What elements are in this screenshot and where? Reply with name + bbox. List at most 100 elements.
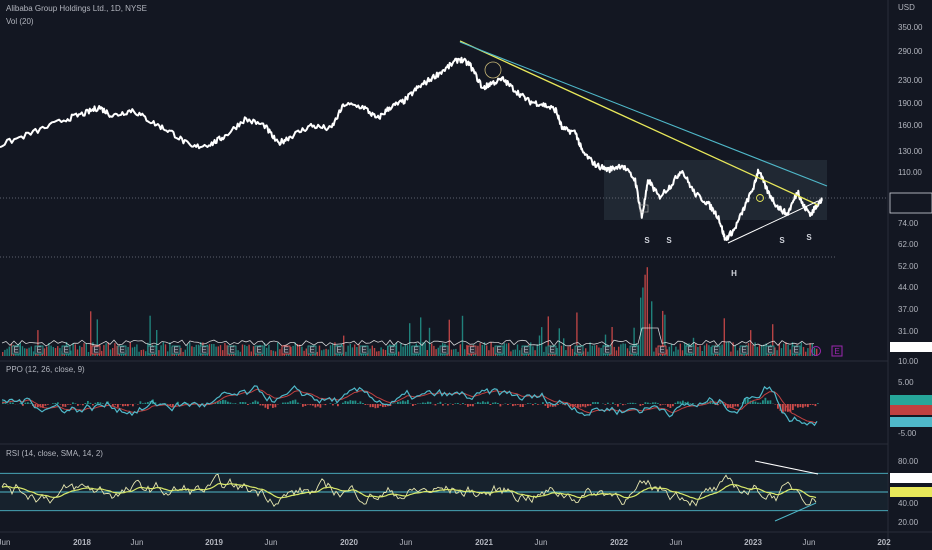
- ppo-histogram-bar: [622, 404, 624, 406]
- ppo-histogram-bar: [634, 403, 637, 404]
- earnings-marker-label: E: [389, 346, 394, 355]
- volume-bar: [226, 345, 228, 356]
- volume-bar: [536, 344, 538, 356]
- ppo-histogram-bar: [732, 404, 734, 408]
- ppo-histogram-bar: [472, 404, 474, 407]
- volume-bar: [728, 342, 730, 356]
- volume-bar: [622, 343, 624, 356]
- price-axis-tick: 62.00: [898, 240, 919, 249]
- price-axis-tick: 44.00: [898, 283, 919, 292]
- volume-bar: [43, 348, 46, 356]
- volume-bar: [802, 347, 805, 356]
- earnings-marker-label: E: [741, 346, 746, 355]
- volume-bar: [30, 346, 32, 356]
- ppo-signal-badge: [890, 405, 932, 415]
- volume-bar: [252, 346, 255, 356]
- earnings-marker-label: E: [576, 346, 581, 355]
- volume-bar: [52, 347, 54, 356]
- ppo-histogram-bar: [419, 403, 422, 404]
- volume-bar: [354, 344, 356, 356]
- ppo-histogram-bar: [792, 404, 794, 410]
- volume-bar: [32, 351, 35, 356]
- ppo-histogram-bar: [814, 404, 817, 407]
- volume-bar: [345, 351, 347, 356]
- volume-bar: [695, 343, 697, 356]
- ppo-histogram-bar: [92, 404, 94, 406]
- rsi-line: [1, 473, 817, 507]
- earnings-marker-label: E: [713, 346, 718, 355]
- volume-bar: [244, 344, 246, 356]
- volume-bar: [710, 346, 712, 356]
- ppo-histogram-bar: [264, 404, 267, 408]
- ppo-axis-tick: 5.00: [898, 378, 914, 387]
- ppo-histogram-bar: [592, 402, 594, 404]
- volume-bar: [644, 274, 646, 356]
- volume-bar: [618, 346, 620, 356]
- ppo-histogram-bar: [689, 403, 692, 404]
- volume-bar: [248, 344, 250, 356]
- volume-bar: [448, 319, 450, 356]
- volume-bar: [708, 345, 710, 356]
- ppo-histogram-bar: [544, 404, 547, 406]
- ppo-histogram-bar: [607, 402, 609, 404]
- price-axis-tick: 110.00: [898, 168, 922, 177]
- volume-bar: [112, 348, 114, 356]
- volume-bar: [428, 327, 431, 356]
- ppo-histogram-bar: [662, 404, 664, 405]
- volume-bar: [422, 342, 424, 356]
- ppo-histogram-bar: [754, 401, 757, 404]
- volume-bar: [266, 347, 268, 356]
- ppo-histogram-bar: [47, 404, 49, 405]
- ppo-histogram-bar: [429, 401, 432, 404]
- ppo-histogram-bar: [812, 404, 814, 405]
- volume-bar: [750, 330, 752, 356]
- volume-bar: [215, 346, 217, 356]
- volume-bar: [666, 349, 668, 356]
- volume-bar: [477, 345, 479, 356]
- volume-bar: [373, 348, 376, 356]
- ppo-histogram-bar: [137, 404, 139, 405]
- volume-bar: [626, 348, 629, 356]
- ppo-histogram-bar: [369, 404, 372, 408]
- ppo-histogram-bar: [239, 402, 242, 404]
- volume-bar: [624, 343, 626, 356]
- ppo-histogram-bar: [252, 401, 254, 404]
- volume-bar: [547, 316, 549, 356]
- volume-bar: [615, 350, 618, 356]
- earnings-marker: [281, 345, 291, 355]
- volume-bar: [358, 344, 360, 356]
- volume-bar: [406, 345, 409, 356]
- volume-bar: [785, 342, 787, 356]
- ppo-histogram-bar: [44, 404, 47, 406]
- ppo-histogram-bar: [317, 404, 319, 407]
- ppo-histogram-bar: [362, 403, 364, 404]
- volume-bar: [138, 351, 140, 356]
- volume-bar: [72, 343, 74, 356]
- ppo-histogram-bar: [527, 403, 529, 404]
- volume-bar: [263, 342, 266, 356]
- volume-bar: [329, 345, 332, 356]
- ppo-histogram-bar: [89, 402, 92, 404]
- earnings-marker: [657, 345, 667, 355]
- volume-bar: [591, 345, 593, 356]
- ppo-histogram-bar: [272, 404, 274, 408]
- price-axis-tick: 10.00: [898, 357, 919, 366]
- earnings-marker: [411, 345, 421, 355]
- ppo-histogram-bar: [692, 403, 694, 404]
- ppo-histogram-bar: [459, 404, 462, 405]
- volume-bar: [455, 348, 457, 356]
- volume-bar: [292, 345, 294, 356]
- earnings-marker: [439, 345, 449, 355]
- earnings-marker-label: E: [36, 346, 41, 355]
- ppo-histogram-bar: [447, 404, 449, 406]
- volume-bar: [369, 348, 371, 356]
- volume-bar: [772, 324, 774, 356]
- ppo-histogram-bar: [282, 402, 284, 404]
- volume-bar: [648, 323, 651, 356]
- ppo-histogram-bar: [224, 400, 227, 404]
- ppo-histogram-bar: [494, 402, 497, 404]
- ppo-histogram-bar: [132, 404, 134, 407]
- ppo-histogram-bar: [42, 404, 44, 408]
- pattern-label: S: [779, 236, 785, 245]
